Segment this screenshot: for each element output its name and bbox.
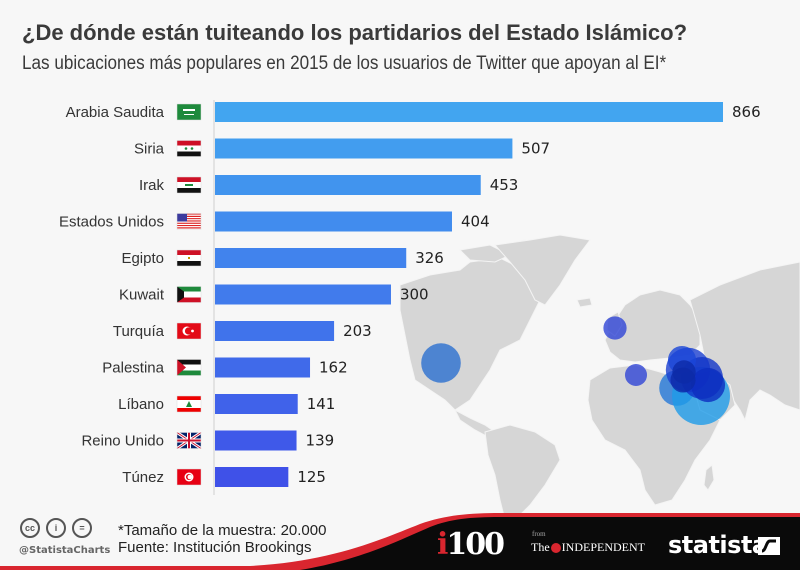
category-label: Palestina — [102, 360, 164, 377]
egypt-flag — [176, 249, 202, 267]
uk-flag — [176, 431, 202, 450]
map-bubble — [603, 316, 627, 340]
value-label: 125 — [297, 468, 326, 486]
statista-handle: @StatistaCharts — [19, 545, 111, 556]
bar — [215, 284, 391, 305]
cc-icon: cc — [20, 518, 40, 538]
the-label: The — [531, 540, 550, 554]
bar-row: Irak 453 — [139, 175, 518, 195]
value-label: 203 — [343, 322, 372, 340]
bar — [215, 102, 723, 122]
no-derivatives-icon: = — [72, 518, 92, 538]
bar — [215, 248, 407, 268]
kuwait-flag — [176, 286, 202, 303]
attribution-icon: i — [46, 518, 66, 538]
bar — [215, 467, 289, 487]
source-note: Fuente: Institución Brookings — [118, 539, 312, 556]
footer-black-band — [300, 517, 800, 570]
value-label: 507 — [521, 140, 550, 158]
value-label: 141 — [307, 395, 336, 413]
bar-row: Kuwait 300 — [119, 284, 429, 305]
saudi-arabia-flag — [176, 103, 202, 121]
map-bubble — [690, 367, 726, 403]
bar-row: Túnez 125 — [122, 467, 326, 487]
license-icons: cc i = — [20, 518, 92, 538]
bar — [215, 211, 452, 232]
bar-row: Estados Unidos 404 — [59, 211, 490, 232]
bar-row: Líbano 141 — [118, 394, 335, 414]
chart-title: ¿De dónde están tuiteando los partidario… — [22, 20, 688, 45]
eagle-icon — [550, 542, 561, 553]
category-label: Irak — [139, 177, 165, 194]
category-label: Kuwait — [119, 287, 165, 304]
independent-logo[interactable]: The INDEPENDENT — [531, 540, 645, 555]
value-label: 404 — [461, 213, 490, 231]
category-label: Siria — [134, 141, 165, 158]
i100-logo[interactable]: i100 — [437, 527, 505, 562]
bar — [215, 321, 335, 341]
sample-size-note: *Tamaño de la muestra: 20.000 — [118, 522, 327, 539]
category-label: Turquía — [113, 323, 165, 340]
bar-row: Siria 507 — [134, 138, 550, 159]
from-label: from — [532, 530, 546, 538]
map-arctic-islands — [458, 244, 512, 263]
bar-row: Reino Unido 139 — [81, 430, 335, 451]
bar — [215, 138, 513, 159]
lebanon-flag — [176, 395, 202, 413]
bar — [215, 394, 298, 414]
statista-logo[interactable]: statista — [668, 531, 768, 559]
bar — [215, 357, 311, 378]
map-south-america — [484, 424, 561, 521]
bar-row: Arabia Saudita 866 — [66, 102, 761, 122]
category-label: Túnez — [122, 469, 164, 486]
statista-mark-icon — [758, 537, 780, 555]
bar-row: Palestina 162 — [102, 357, 348, 378]
syria-flag — [176, 140, 202, 157]
footer-notes: *Tamaño de la muestra: 20.000 Fuente: In… — [118, 522, 326, 556]
value-label: 139 — [306, 432, 335, 450]
category-label: Estados Unidos — [59, 214, 164, 231]
map-bubble — [624, 363, 648, 387]
value-label: 453 — [490, 176, 519, 194]
category-label: Reino Unido — [81, 433, 164, 450]
tunisia-flag — [176, 468, 202, 486]
bar — [215, 175, 481, 195]
turkey-flag — [176, 322, 202, 340]
value-label: 162 — [319, 359, 348, 377]
palestine-flag — [176, 359, 202, 376]
value-label: 326 — [415, 249, 444, 267]
category-label: Egipto — [121, 250, 164, 267]
value-label: 866 — [732, 103, 761, 121]
iraq-flag — [176, 176, 202, 194]
bar-row: Turquía 203 — [113, 321, 372, 341]
map-bubble — [421, 343, 461, 383]
map-greenland — [494, 234, 591, 306]
category-label: Arabia Saudita — [66, 104, 165, 121]
independent-label: INDEPENDENT — [561, 540, 645, 554]
bar-row: Egipto 326 — [121, 248, 444, 268]
value-label: 300 — [400, 286, 429, 304]
category-label: Líbano — [118, 396, 164, 413]
usa-flag — [176, 213, 202, 230]
map-bubble — [672, 360, 696, 384]
chart-subtitle: Las ubicaciones más populares en 2015 de… — [22, 53, 667, 74]
bar — [215, 430, 297, 451]
